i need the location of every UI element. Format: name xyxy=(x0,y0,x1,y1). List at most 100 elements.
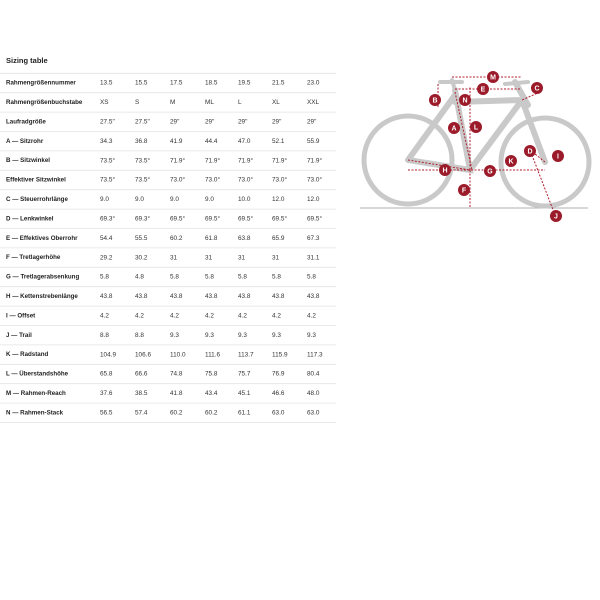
cell: 67.3 xyxy=(307,235,320,242)
cell: 17.5 xyxy=(170,80,183,87)
cell: 55.9 xyxy=(307,138,320,145)
row-label: N — Rahmen-Stack xyxy=(6,409,64,416)
badge-letter: H xyxy=(442,167,447,174)
badge-letter: D xyxy=(527,148,532,155)
cell: 75.7 xyxy=(238,371,251,378)
cell: 74.8 xyxy=(170,371,183,378)
dimension-badge: F xyxy=(458,184,470,196)
cell: 5.8 xyxy=(238,274,247,281)
table-row: D — Lenkwinkel 69.3° 69.3° 69.5° 69.5° 69.5° 6… xyxy=(0,214,336,229)
row-label: F — Tretlagerhöhe xyxy=(6,254,61,261)
table-row: N — Rahmen-Stack 56.5 57.4 60.2 60.2 61.1 63.0… xyxy=(0,409,336,423)
cell: 43.8 xyxy=(307,293,320,300)
table-row: C — Steuerrohrlänge 9.0 9.0 9.0 9.0 10.0 12.0 1… xyxy=(0,196,336,210)
cell: 73.5° xyxy=(100,156,115,164)
badge-circle xyxy=(459,94,471,106)
row-label: L — Überstandshöhe xyxy=(6,371,69,378)
table-row: B — Sitzwinkel 73.5° 73.5° 71.9° 71.9° 71.9° 7… xyxy=(0,156,336,171)
cell: 71.9° xyxy=(272,156,287,164)
cell: 36.8 xyxy=(135,138,148,145)
row-label: I — Offset xyxy=(6,312,35,319)
cell: 57.4 xyxy=(135,409,148,416)
row-label: G — Tretlagerabsenkung xyxy=(6,274,79,281)
row-label: B — Sitzwinkel xyxy=(6,157,50,164)
cell: 31 xyxy=(272,254,280,261)
cell: 69.3° xyxy=(100,214,115,222)
dimension-badge: B xyxy=(429,94,441,106)
cell: 46.6 xyxy=(272,390,285,397)
badge-circle xyxy=(484,165,496,177)
table-row: E — Effektives Oberrohr 54.4 55.5 60.2 61.8 6… xyxy=(0,235,336,249)
row-label: K — Radstand xyxy=(6,351,49,358)
dimension-badge: K xyxy=(505,155,517,167)
cell: 73.0° xyxy=(170,176,185,184)
cell: 9.3 xyxy=(205,332,214,339)
row-label: Rahmengrößennummer xyxy=(6,80,76,87)
cell: 5.8 xyxy=(272,274,281,281)
cell: 71.9° xyxy=(307,156,322,164)
cell: 37.6 xyxy=(100,390,113,397)
cell: 111.6 xyxy=(205,351,220,358)
cell: 8.8 xyxy=(135,332,144,339)
cell: 69.5° xyxy=(307,214,322,222)
row-label: Effektiver Sitzwinkel xyxy=(6,177,66,184)
cell: 5.8 xyxy=(100,274,109,281)
badge-letter: M xyxy=(490,74,496,81)
cell: XS xyxy=(100,99,109,106)
cell: 110.0 xyxy=(170,351,186,358)
cell: 29.2 xyxy=(100,254,113,261)
badge-circle xyxy=(429,94,441,106)
cell: 27.5" xyxy=(100,118,115,125)
badge-circle xyxy=(458,184,470,196)
cell: 30.2 xyxy=(135,254,148,261)
dimension-badge: A xyxy=(448,122,460,134)
cell: 80.4 xyxy=(307,371,320,378)
cell: 9.3 xyxy=(238,332,247,339)
cell: 43.8 xyxy=(135,293,148,300)
cell: 47.0 xyxy=(238,138,251,145)
cell: 13.5 xyxy=(100,80,113,87)
cell: 60.2 xyxy=(205,409,218,416)
dimension-badge: C xyxy=(531,82,543,94)
cell: 41.9 xyxy=(170,138,183,145)
cell: 29" xyxy=(272,118,281,125)
cell: 4.2 xyxy=(135,312,144,319)
cell: 9.3 xyxy=(307,332,316,339)
table-row: Effektiver Sitzwinkel 73.5° 73.5° 73.0° 73.0… xyxy=(0,176,336,191)
cell: 69.5° xyxy=(272,214,287,222)
cell: 43.8 xyxy=(170,293,183,300)
cell: 104.9 xyxy=(100,351,116,358)
cell: 31 xyxy=(205,254,213,261)
cell: 44.4 xyxy=(205,138,218,145)
sizing-table: Rahmengrößennummer 13.5 15.5 17.5 18.5 19.5 21… xyxy=(0,72,336,423)
dimension-badge: J xyxy=(550,210,562,222)
cell: 75.8 xyxy=(205,371,218,378)
row-label: J — Trail xyxy=(6,332,32,339)
cell: 29" xyxy=(170,118,179,125)
cell: L xyxy=(238,99,242,106)
cell: 52.1 xyxy=(272,138,285,145)
dimension-badge: H xyxy=(439,164,451,176)
dimension-badge: I xyxy=(552,150,564,162)
cell: 4.2 xyxy=(238,312,247,319)
cell: 5.8 xyxy=(307,274,316,281)
cell: 19.5 xyxy=(238,80,251,87)
badge-circle xyxy=(550,210,562,222)
cell: 73.0° xyxy=(205,176,220,184)
dimension-badge: E xyxy=(477,83,489,95)
cell: XL xyxy=(272,99,280,106)
cell: ML xyxy=(205,99,214,106)
table-row: K — Radstand 104.9 106.6 110.0 111.6 113.7 115… xyxy=(0,351,336,365)
cell: 31.1 xyxy=(307,254,320,261)
cell: 71.9° xyxy=(205,156,220,164)
badge-letter: C xyxy=(534,85,539,92)
cell: XXL xyxy=(307,99,320,106)
cell: 29" xyxy=(307,118,316,125)
table-row: A — Sitzrohr 34.3 36.8 41.9 44.4 47.0 52.1 55.9 xyxy=(0,138,336,152)
cell: 56.5 xyxy=(100,409,113,416)
cell: 43.8 xyxy=(272,293,285,300)
cell: 63.0 xyxy=(307,409,320,416)
cell: 73.0° xyxy=(238,176,253,184)
table-row: Rahmengrößennummer 13.5 15.5 17.5 18.5 19.5 21… xyxy=(0,80,336,94)
